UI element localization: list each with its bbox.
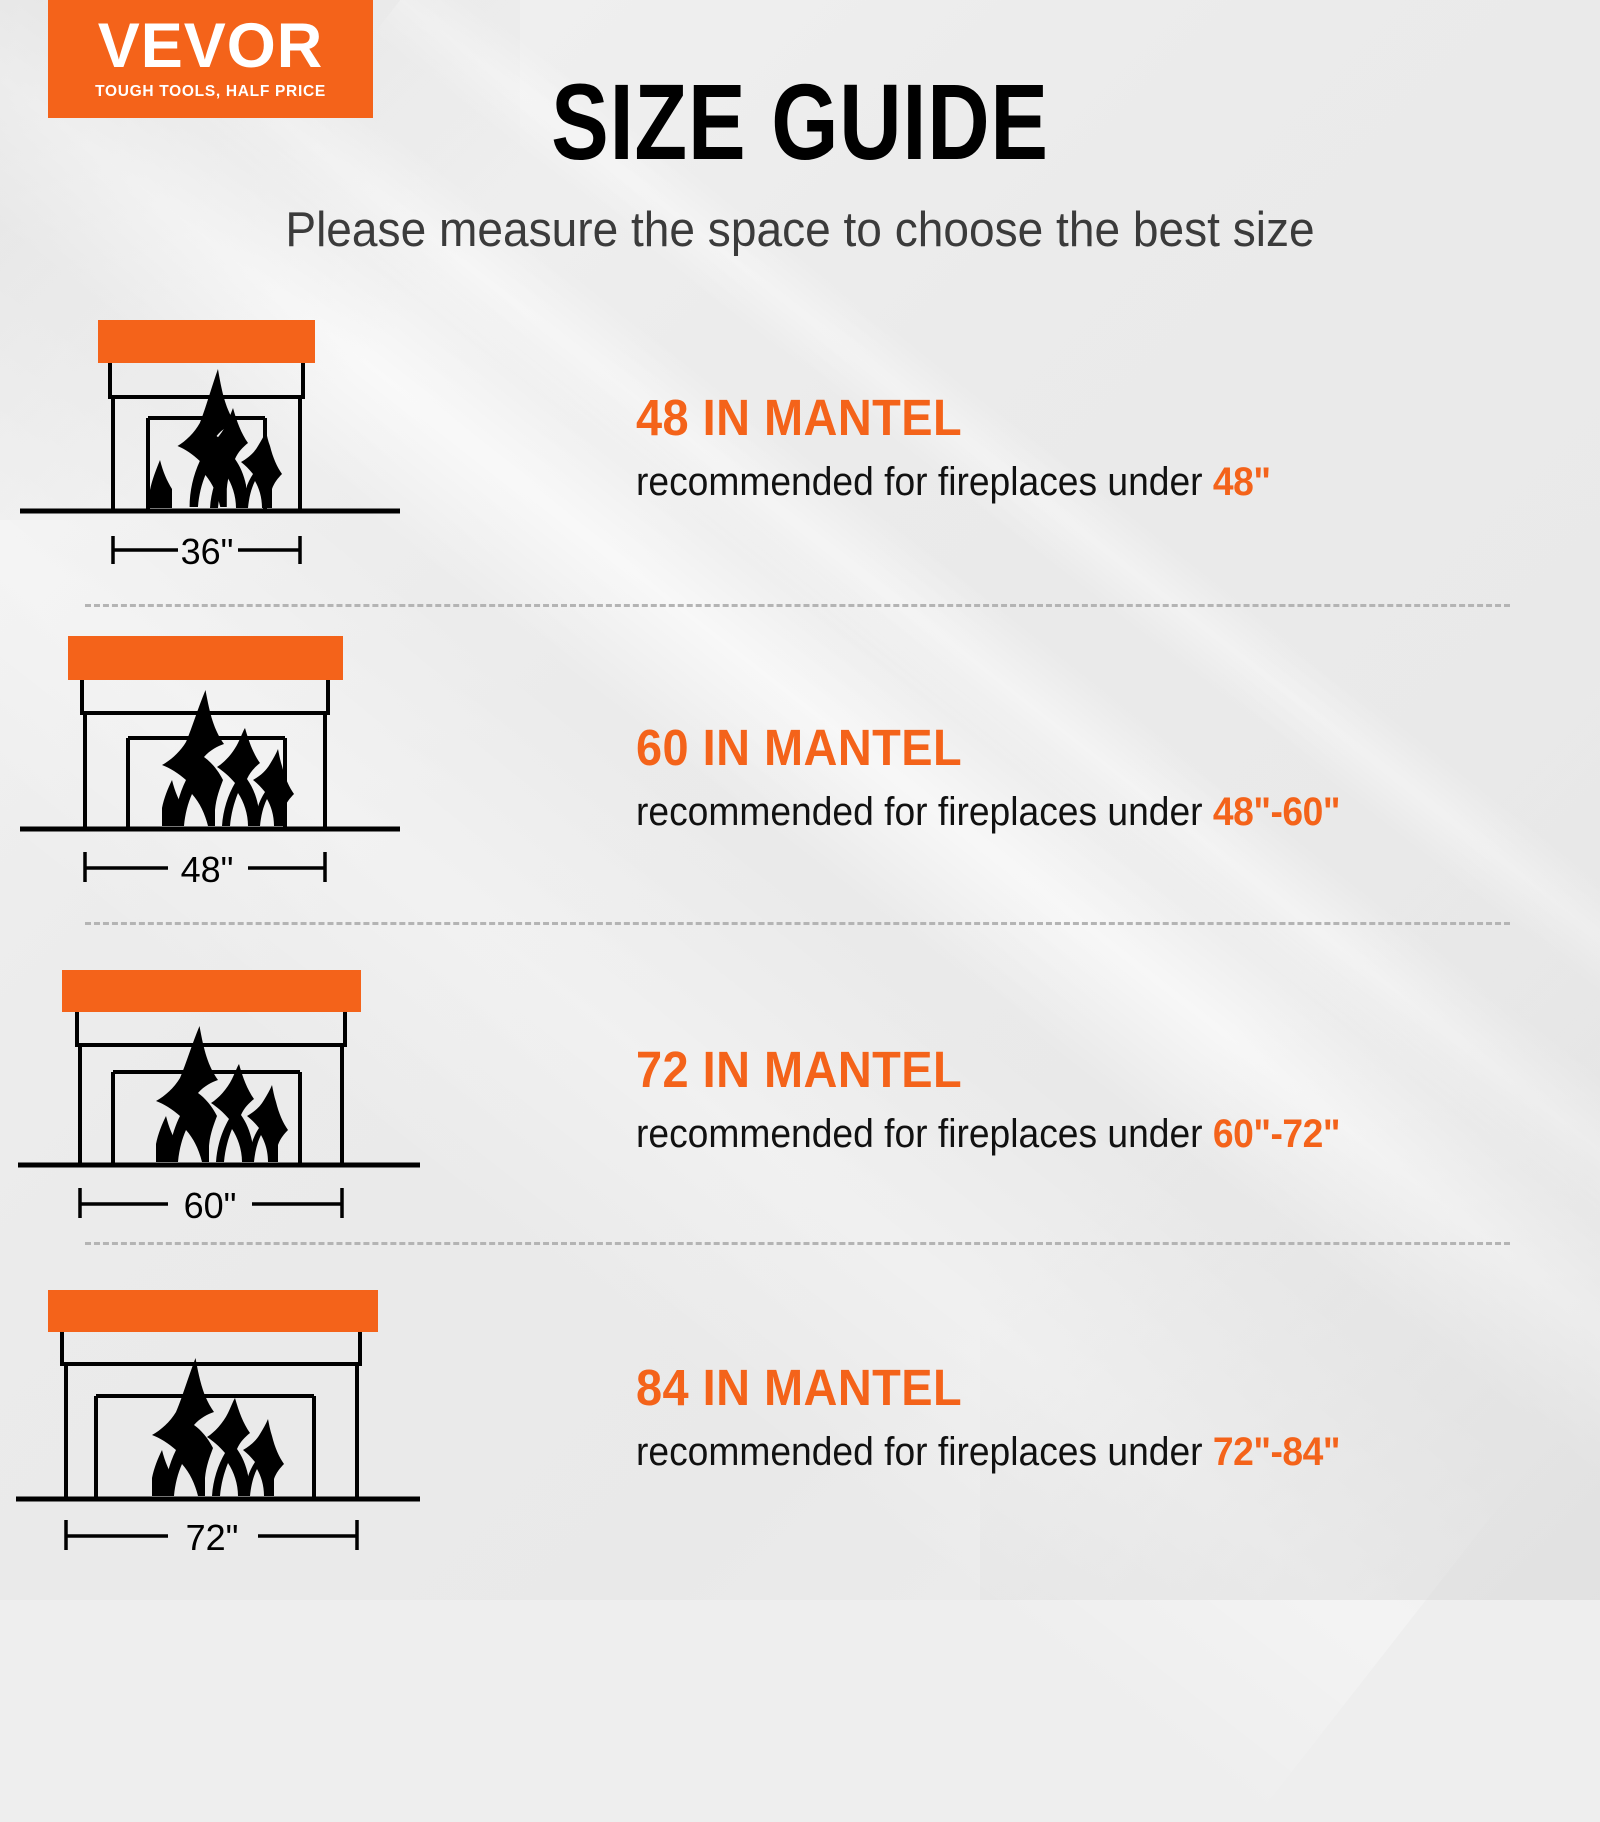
fireplace-icon: 60"	[18, 970, 420, 1226]
mantel-recommendation: recommended for fireplaces under 60"-72"	[636, 1112, 1341, 1157]
recommendation-prefix: recommended for fireplaces under	[636, 790, 1213, 834]
recommendation-value: 48"-60"	[1212, 790, 1341, 834]
flame-shape	[253, 749, 294, 826]
recommendation-value: 48"	[1212, 460, 1271, 504]
recommendation-prefix: recommended for fireplaces under	[636, 1112, 1213, 1156]
brand-name: VEVOR	[97, 11, 324, 82]
page-subtitle: Please measure the space to choose the b…	[285, 203, 1315, 257]
size-row: 60" 72 IN MANTEL recommended for firepla…	[0, 940, 1600, 1258]
brand-tagline: TOUGH TOOLS, HALF PRICE	[95, 82, 326, 100]
recommendation-prefix: recommended for fireplaces under	[636, 1430, 1213, 1474]
fireplace-diagram: 72"	[0, 1258, 560, 1576]
flame-shape	[162, 690, 224, 826]
flame-shape	[207, 1398, 250, 1496]
fireplace-diagram: 48"	[0, 620, 560, 938]
vevor-logo: VEVOR TOUGH TOOLS, HALF PRICE	[48, 0, 373, 118]
flame-shape	[217, 728, 260, 826]
size-row: 72" 84 IN MANTEL recommended for firepla…	[0, 1258, 1600, 1576]
mantel-shelf	[62, 970, 361, 1012]
flame-shape	[162, 780, 184, 826]
dimension-line: 60"	[78, 1185, 344, 1226]
flame-shape	[150, 460, 172, 508]
mantel-title: 60 IN MANTEL	[636, 719, 963, 776]
fireplace-diagram: 36"	[0, 300, 560, 618]
fireplace-icon: 72"	[16, 1290, 420, 1558]
row-separator	[85, 604, 1510, 607]
size-info: 84 IN MANTEL recommended for fireplaces …	[636, 1258, 1576, 1576]
mantel-apron	[75, 1012, 347, 1047]
flame-shape	[152, 1450, 174, 1496]
flame-shape	[152, 1358, 214, 1496]
mantel-apron	[60, 1332, 362, 1366]
flame-shape	[247, 1085, 288, 1162]
background-shade	[980, 700, 1600, 1600]
recommendation-value: 60"-72"	[1212, 1112, 1341, 1156]
mantel-recommendation: recommended for fireplaces under 48"	[636, 460, 1271, 505]
flame-shape	[243, 1419, 284, 1496]
flame-shape	[156, 1026, 218, 1162]
mantel-legs	[111, 397, 302, 510]
size-row: 36" 48 IN MANTEL recommended for firepla…	[0, 300, 1600, 618]
mantel-recommendation: recommended for fireplaces under 72"-84"	[636, 1430, 1341, 1475]
mantel-legs	[64, 1364, 359, 1498]
size-info: 60 IN MANTEL recommended for fireplaces …	[636, 620, 1576, 938]
mantel-title: 72 IN MANTEL	[636, 1041, 963, 1098]
flame-shape	[205, 408, 248, 508]
size-info: 48 IN MANTEL recommended for fireplaces …	[636, 300, 1576, 618]
mantel-legs	[78, 1045, 344, 1164]
flame-shape	[211, 1064, 254, 1162]
mantel-title: 84 IN MANTEL	[636, 1359, 963, 1416]
recommendation-value: 72"-84"	[1212, 1430, 1341, 1474]
mantel-legs	[83, 713, 327, 828]
mantel-title: 48 IN MANTEL	[636, 389, 963, 446]
row-separator	[85, 1242, 1510, 1245]
mantel-apron	[108, 363, 305, 399]
row-separator	[85, 922, 1510, 925]
size-info: 72 IN MANTEL recommended for fireplaces …	[636, 940, 1576, 1258]
flame-shape	[241, 431, 282, 508]
mantel-shelf	[68, 636, 343, 680]
fireplace-icon: 36"	[20, 320, 400, 572]
fireplace-diagram: 60"	[0, 940, 560, 1258]
recommendation-prefix: recommended for fireplaces under	[636, 460, 1213, 504]
mantel-shelf	[48, 1290, 378, 1332]
dimension-line: 48"	[83, 849, 327, 890]
dimension-label: 72"	[186, 1517, 239, 1558]
mantel-shelf	[98, 320, 315, 363]
mantel-recommendation: recommended for fireplaces under 48"-60"	[636, 790, 1341, 835]
dimension-label: 36"	[181, 531, 234, 572]
dimension-line: 36"	[111, 531, 302, 572]
flame-shape	[156, 1116, 178, 1162]
fireplace-icon: 48"	[20, 636, 400, 890]
size-row: 48" 60 IN MANTEL recommended for firepla…	[0, 620, 1600, 938]
dimension-label: 60"	[184, 1185, 237, 1226]
dimension-line: 72"	[64, 1517, 359, 1558]
dimension-label: 48"	[181, 849, 234, 890]
